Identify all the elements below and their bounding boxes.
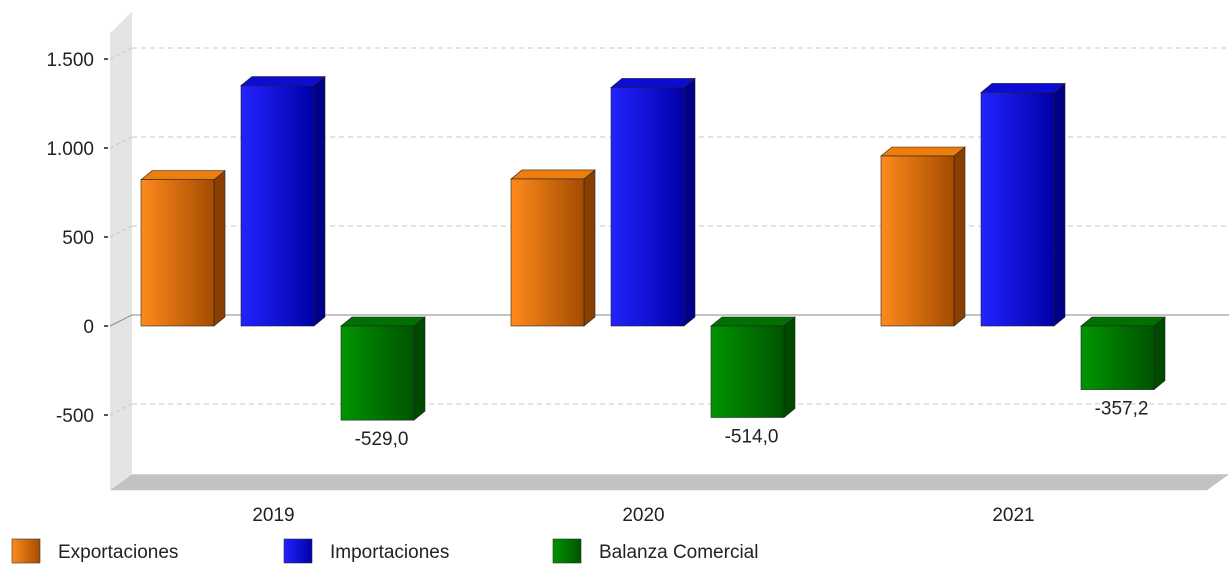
bar-side-face [313,75,326,327]
bar-exportaciones-2021 [880,146,966,327]
bar-side-face [413,316,426,421]
bar-importaciones-2019 [240,75,326,327]
bar-exportaciones-2020 [510,169,596,327]
data-label-2019: -529,0 [355,429,409,450]
plot-left-wall [110,11,132,491]
legend-label: Importaciones [330,542,449,563]
bar-front-face [240,85,315,327]
bar-front-face [340,325,415,421]
bar-top-face [710,316,796,327]
bar-side-face [683,77,696,327]
plot-floor [110,474,1229,491]
bar-side-face [783,316,796,419]
bar-balanza-comercial-2021 [1080,316,1166,391]
y-tick-label: 1.500 [46,50,94,71]
x-tick-label: 2021 [992,505,1034,526]
bar-importaciones-2021 [980,82,1066,327]
bar-top-face [610,78,696,88]
bar-front-face [1080,325,1155,390]
legend-item-balanza-comercial: Balanza Comercial [552,538,758,564]
bar-front-face [880,155,955,327]
gridline-side [109,314,133,327]
legend-label: Exportaciones [58,542,178,563]
y-tick-label: 0 [83,317,94,338]
legend-item-importaciones: Importaciones [283,538,449,564]
bar-front-face [140,179,215,327]
legend-label: Balanza Comercial [599,542,758,563]
x-tick-label: 2019 [252,505,294,526]
legend: Exportaciones Importaciones Balanza Comerc… [11,538,758,564]
data-label-2021: -357,2 [1095,399,1149,420]
bar-front-face [610,87,685,327]
bar-front-face [510,178,585,327]
bar-side-face [583,169,596,327]
legend-swatch [552,538,582,564]
bar-side-face [953,146,966,327]
bar-top-face [980,83,1066,93]
bar-top-face [140,170,226,180]
bar-top-face [240,76,326,86]
y-tick-label: -500 [56,406,94,427]
bar-importaciones-2020 [610,77,696,327]
data-label-2020: -514,0 [725,426,779,447]
legend-swatch [11,538,41,564]
bar-front-face [710,325,785,418]
bar-top-face [880,146,966,157]
legend-swatch [283,538,313,564]
bar-exportaciones-2019 [140,170,226,327]
bar-side-face [213,170,226,327]
bar-balanza-comercial-2019 [340,316,426,421]
y-tick-label: 1.000 [46,139,94,160]
bar-top-face [510,169,596,180]
bar-side-face [1053,82,1066,327]
bar-top-face [340,316,426,327]
bar-balanza-comercial-2020 [710,316,796,419]
y-tick-label: 500 [62,228,94,249]
legend-item-exportaciones: Exportaciones [11,538,178,564]
x-tick-label: 2020 [622,505,664,526]
y-axis: -500 0 500 1.000 1.500 [46,50,108,427]
bar-side-face [1153,316,1166,391]
bars [140,75,1166,421]
x-axis: 2019 2020 2021 [252,505,1034,526]
bar-top-face [1080,316,1166,327]
bar-front-face [980,92,1055,327]
data-labels: -529,0 -514,0 -357,2 [355,399,1149,451]
